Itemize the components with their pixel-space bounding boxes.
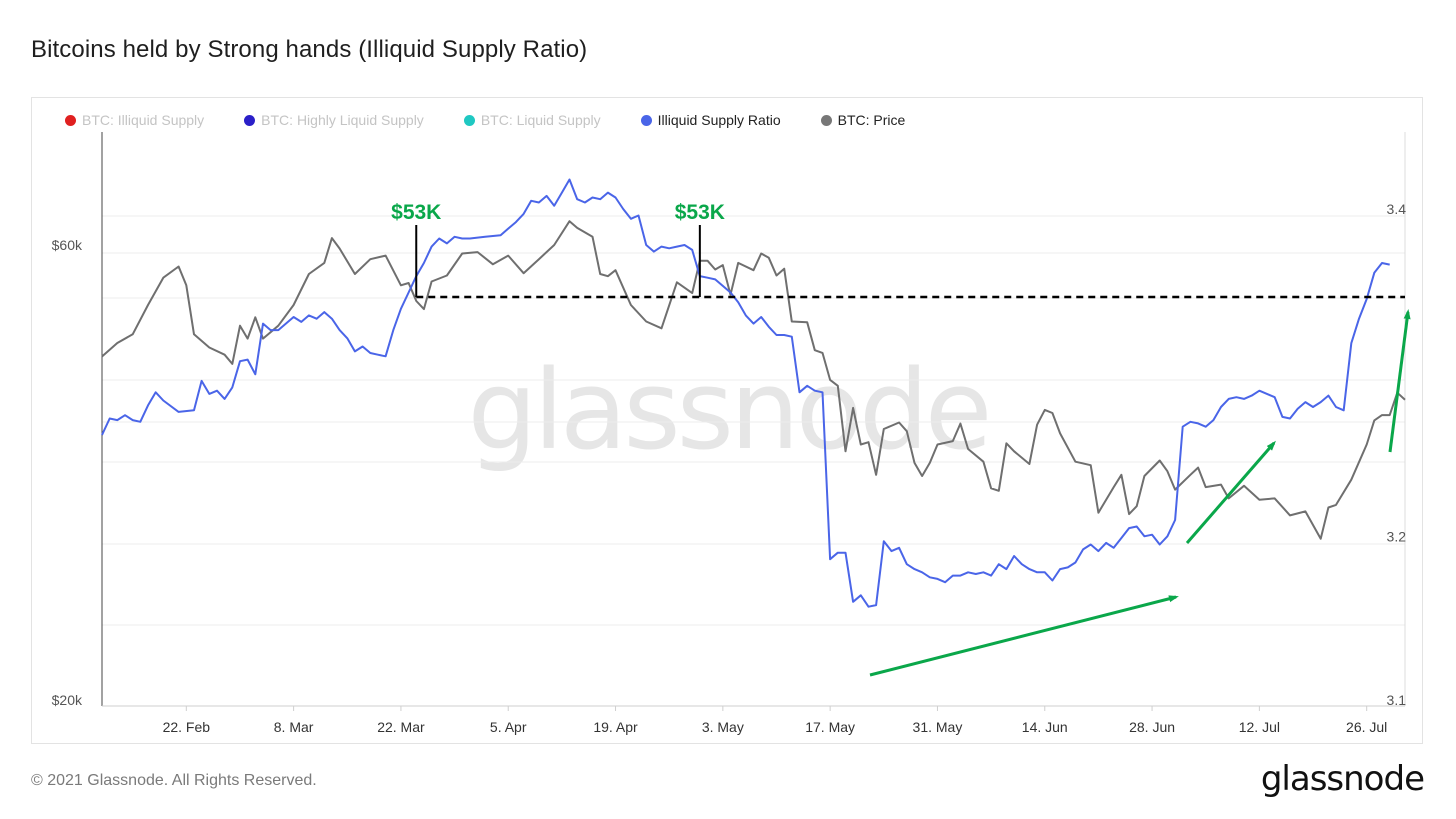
legend-label: BTC: Liquid Supply [480, 112, 601, 128]
x-tick-label: 12. Jul [1239, 719, 1280, 735]
y-right-tick-label: 3.1 [1387, 692, 1407, 708]
x-tick-label: 5. Apr [490, 719, 527, 735]
axes: 22. Feb 8. Mar 22. Mar 5. Apr 19. Apr 3. May 1… [52, 132, 1407, 735]
price-label-53k: $53K [675, 201, 725, 224]
x-tick-label: 14. Jun [1022, 719, 1068, 735]
page-title: Bitcoins held by Strong hands (Illiquid … [31, 36, 588, 63]
legend-item-illiquid-supply[interactable]: BTC: Illiquid Supply [65, 112, 204, 128]
annotations: $53K $53K [391, 201, 1411, 677]
legend-label: BTC: Price [837, 112, 906, 128]
x-tick-label: 19. Apr [593, 719, 638, 735]
series-group [101, 178, 1406, 608]
y-right-tick-label: 3.4 [1387, 201, 1407, 217]
chart-frame [31, 97, 1423, 744]
legend-label: Illiquid Supply Ratio [657, 112, 781, 128]
legend-label: BTC: Illiquid Supply [82, 112, 205, 128]
legend-item-highly-liquid-supply[interactable]: BTC: Highly Liquid Supply [244, 112, 424, 128]
legend-dot [640, 114, 652, 126]
x-tick-label: 3. May [702, 719, 744, 735]
y-right-tick-label: 3.2 [1387, 528, 1407, 544]
y-left-tick-label: $20k [52, 692, 83, 708]
legend-dot [244, 114, 256, 126]
x-tick-label: 22. Feb [163, 719, 211, 735]
chart-legend: BTC: Illiquid Supply BTC: Highly Liquid … [65, 111, 945, 129]
price-line [101, 220, 1406, 540]
grid-lines [102, 215, 1405, 626]
x-tick-label: 26. Jul [1346, 719, 1387, 735]
legend-label: BTC: Highly Liquid Supply [261, 112, 424, 128]
y-left-tick-label: $60k [52, 237, 83, 253]
legend-dot [463, 114, 475, 126]
trend-arrow [1388, 309, 1411, 453]
x-tick-label: 22. Mar [377, 719, 425, 735]
trend-arrow [1185, 440, 1276, 544]
price-label-53k: $53K [391, 201, 441, 224]
copyright-footer: © 2021 Glassnode. All Rights Reserved. [31, 772, 317, 789]
legend-item-liquid-supply[interactable]: BTC: Liquid Supply [463, 112, 601, 128]
x-tick-label: 8. Mar [274, 719, 314, 735]
legend-item-illiquid-supply-ratio[interactable]: Illiquid Supply Ratio [640, 112, 781, 128]
glassnode-logo: glassnode [1260, 759, 1425, 799]
illiquid-ratio-line [101, 178, 1390, 608]
x-tick-label: 31. May [913, 719, 963, 735]
legend-item-btc-price[interactable]: BTC: Price [820, 112, 906, 128]
x-tick-label: 28. Jun [1129, 719, 1175, 735]
trend-arrow [869, 595, 1179, 677]
x-tick-label: 17. May [805, 719, 855, 735]
legend-dot [65, 114, 76, 126]
legend-dot [820, 114, 832, 126]
watermark: glassnode [468, 346, 989, 474]
